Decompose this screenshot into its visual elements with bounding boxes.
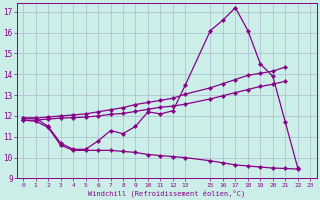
X-axis label: Windchill (Refroidissement éolien,°C): Windchill (Refroidissement éolien,°C) — [88, 189, 245, 197]
